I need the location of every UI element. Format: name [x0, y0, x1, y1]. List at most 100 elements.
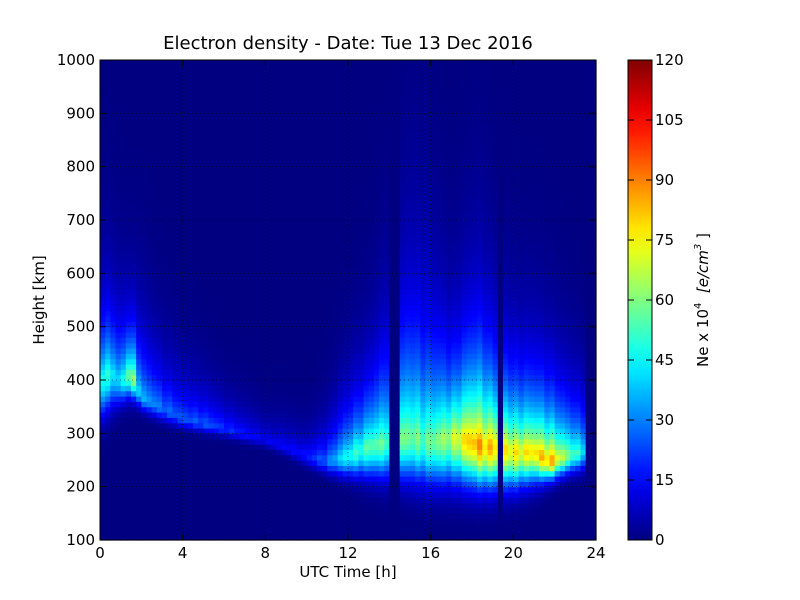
heatmap-cell [275, 60, 282, 66]
heatmap-cell [120, 65, 127, 72]
heatmap-cell [342, 444, 349, 450]
heatmap-cell [172, 332, 179, 338]
heatmap-cell [115, 529, 122, 536]
heatmap-cell [255, 76, 261, 82]
heatmap-cell [229, 246, 235, 253]
heatmap-cell [301, 161, 308, 168]
heatmap-cell [368, 332, 375, 338]
heatmap-cell [110, 364, 117, 370]
heatmap-cell [146, 70, 153, 77]
heatmap-cell [249, 364, 256, 370]
heatmap-cell [131, 358, 137, 365]
heatmap-cell [265, 374, 272, 381]
heatmap-cell [203, 300, 210, 306]
heatmap-cell [213, 81, 220, 88]
heatmap-cell [332, 529, 339, 536]
heatmap-cell [358, 198, 365, 205]
heatmap-cell [384, 396, 390, 402]
heatmap-cell [203, 444, 210, 450]
heatmap-cell [368, 60, 375, 66]
heatmap-cell [239, 118, 246, 125]
heatmap-cell [136, 454, 142, 461]
heatmap-cell [229, 412, 235, 418]
heatmap-cell [177, 262, 184, 269]
heatmap-cell [120, 177, 127, 184]
heatmap-cell [187, 438, 194, 445]
heatmap-cell [105, 177, 111, 184]
heatmap-cell [296, 433, 303, 440]
heatmap-cell [337, 492, 344, 498]
heatmap-cell [260, 534, 266, 541]
heatmap-cell [363, 433, 370, 440]
heatmap-cell [296, 513, 303, 520]
heatmap-cell [332, 76, 339, 82]
heatmap-cell [141, 454, 148, 461]
heatmap-cell [208, 193, 215, 200]
heatmap-cell [182, 236, 189, 242]
heatmap-cell [301, 412, 308, 418]
heatmap-cell [110, 241, 117, 248]
heatmap-cell [151, 102, 158, 109]
heatmap-cell [348, 326, 354, 333]
heatmap-cell [280, 476, 287, 482]
heatmap-cell [203, 209, 210, 216]
heatmap-cell [317, 204, 323, 210]
heatmap-cell [270, 92, 277, 98]
heatmap-cell [218, 406, 225, 413]
heatmap-cell [322, 417, 328, 424]
heatmap-cell [332, 406, 339, 413]
heatmap-cell [311, 225, 318, 232]
heatmap-cell [213, 502, 220, 509]
heatmap-cell [384, 470, 390, 477]
heatmap-cell [249, 316, 256, 322]
heatmap-cell [193, 140, 199, 146]
heatmap-cell [327, 481, 334, 488]
heatmap-cell [224, 428, 230, 434]
heatmap-cell [162, 428, 168, 434]
heatmap-cell [208, 220, 215, 226]
heatmap-cell [110, 86, 117, 93]
heatmap-cell [229, 460, 235, 466]
heatmap-cell [172, 476, 179, 482]
heatmap-cell [120, 108, 127, 114]
heatmap-cell [172, 444, 179, 450]
heatmap-cell [322, 470, 328, 477]
heatmap-cell [182, 188, 189, 194]
heatmap-cell [115, 86, 122, 93]
heatmap-cell [373, 150, 380, 157]
heatmap-cell [177, 60, 184, 66]
heatmap-cell [363, 486, 370, 493]
heatmap-cell [224, 348, 230, 354]
heatmap-cell [373, 294, 380, 301]
heatmap-cell [280, 209, 287, 216]
heatmap-cell [146, 385, 153, 392]
heatmap-cell [337, 161, 344, 168]
heatmap-cell [187, 310, 194, 317]
heatmap-cell [353, 273, 359, 280]
heatmap-cell [296, 396, 303, 402]
heatmap-cell [125, 294, 132, 301]
heatmap-cell [151, 524, 158, 530]
heatmap-cell [301, 390, 308, 397]
heatmap-cell [275, 97, 282, 104]
heatmap-cell [136, 145, 142, 152]
heatmap-cell [379, 92, 385, 98]
heatmap-cell [208, 182, 215, 189]
heatmap-cell [203, 412, 210, 418]
heatmap-cell [141, 294, 148, 301]
heatmap-cell [193, 326, 199, 333]
heatmap-cell [255, 518, 261, 525]
heatmap-cell [275, 438, 282, 445]
heatmap-cell [115, 444, 122, 450]
heatmap-cell [368, 497, 375, 504]
heatmap-cell [296, 316, 303, 322]
heatmap-cell [141, 97, 148, 104]
heatmap-cell [141, 246, 148, 253]
heatmap-cell [368, 86, 375, 93]
heatmap-cell [270, 358, 277, 365]
heatmap-cell [270, 81, 277, 88]
heatmap-cell [131, 134, 137, 141]
heatmap-cell [306, 476, 313, 482]
heatmap-cell [275, 198, 282, 205]
heatmap-cell [379, 374, 385, 381]
